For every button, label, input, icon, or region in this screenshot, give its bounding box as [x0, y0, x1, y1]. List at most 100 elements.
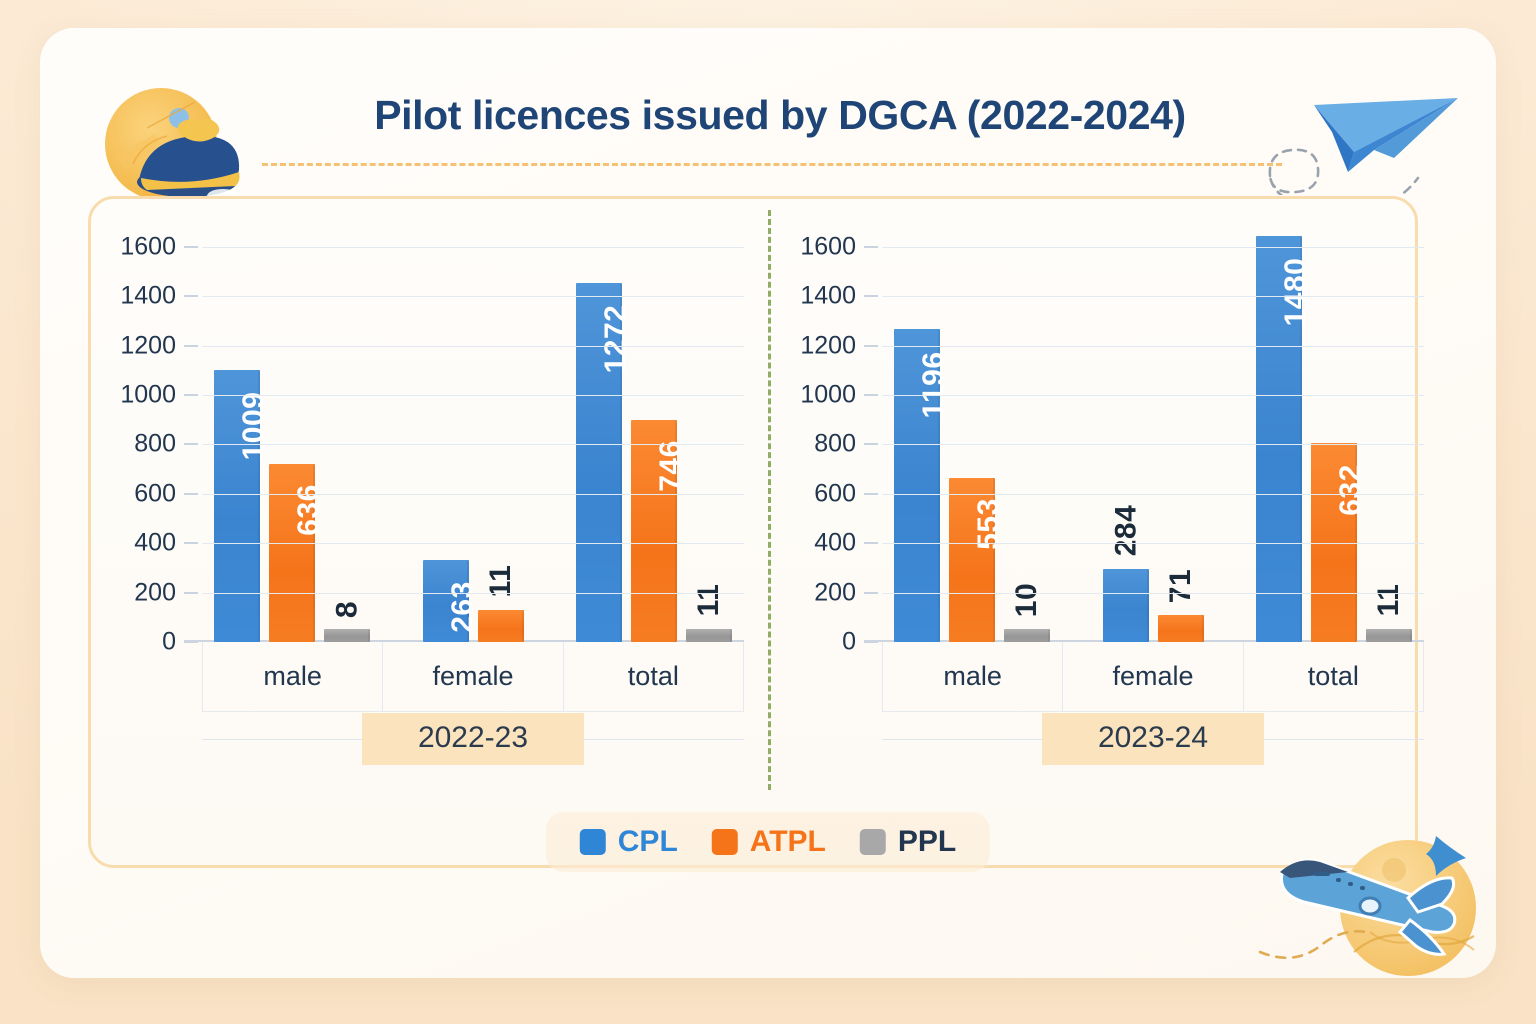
y-tick-label: 600 — [134, 479, 176, 508]
y-tick-label: 400 — [134, 528, 176, 557]
legend-item-ppl[interactable]: PPL — [859, 825, 956, 859]
square-swatch-icon — [711, 829, 738, 855]
y-tick-mark — [184, 393, 198, 396]
y-tick-label: 800 — [134, 429, 176, 458]
y-tick-mark — [184, 245, 198, 248]
period-label-row-left: 2022-23 — [202, 713, 744, 765]
y-tick-mark — [184, 542, 198, 545]
chart-panel-2023-24: 0 200 400 600 800 1000 1200 1400 1600 1196 553 10 2… — [790, 222, 1430, 782]
legend-item-cpl[interactable]: CPL — [579, 825, 678, 859]
gridline — [882, 394, 1424, 396]
category-label-male: male — [943, 661, 1002, 691]
bar-group-total: 1272 746 11 — [563, 222, 744, 642]
category-label-male: male — [263, 661, 322, 691]
bar-group-female: 263 11 — [383, 222, 564, 642]
bar-cpl-total[interactable]: 1480 — [1255, 235, 1312, 642]
bar-cpl-female[interactable]: 263 — [422, 560, 479, 642]
bar-group-female: 284 71 — [1063, 222, 1244, 642]
gridline — [882, 543, 1424, 545]
bar-ppl-male[interactable]: 8 — [324, 601, 371, 642]
y-tick-label: 1600 — [800, 232, 856, 261]
bar-cpl-female[interactable]: 284 — [1102, 504, 1149, 642]
gridline — [202, 394, 744, 396]
bar-atpl-male[interactable]: 636 — [269, 463, 325, 642]
y-tick-label: 200 — [134, 578, 176, 607]
bar-atpl-total[interactable]: 632 — [1310, 443, 1367, 642]
y-tick-label: 1200 — [800, 331, 856, 360]
y-tick-label: 0 — [162, 627, 176, 656]
bar-value-label: 1009 — [237, 391, 271, 461]
y-tick-mark — [864, 641, 878, 643]
legend-label: ATPL — [749, 825, 826, 858]
bar-value-label: 11 — [691, 583, 725, 617]
bar-group-total: 1480 632 11 — [1243, 222, 1424, 642]
airplane-icon — [1258, 812, 1498, 987]
bar-value-label: 632 — [1333, 463, 1367, 516]
bar-cpl-male[interactable]: 1009 — [214, 370, 270, 642]
y-tick-mark — [184, 641, 198, 643]
y-tick-mark — [864, 443, 878, 446]
gridline — [202, 296, 744, 298]
bar-atpl-female[interactable]: 11 — [477, 565, 524, 642]
bar-value-label: 1480 — [1278, 257, 1312, 326]
y-tick-mark — [184, 591, 198, 594]
plot-area-right: 0 200 400 600 800 1000 1200 1400 1600 1196 553 10 2… — [790, 222, 1430, 765]
category-label-female: female — [382, 642, 562, 711]
y-tick-label: 800 — [814, 429, 856, 458]
y-tick-label: 1000 — [120, 380, 176, 409]
bar-atpl-female[interactable]: 71 — [1157, 569, 1204, 642]
y-tick-label: 400 — [814, 528, 856, 557]
category-label-total: total — [562, 642, 743, 711]
y-tick-mark — [184, 492, 198, 495]
y-tick-mark — [864, 393, 878, 396]
bar-value-label: 636 — [292, 484, 326, 536]
y-tick-mark — [864, 542, 878, 545]
y-tick-mark — [864, 492, 878, 495]
legend-label: CPL — [617, 825, 678, 858]
plot-area-left: 0 200 400 600 800 1000 1200 1400 1600 1009 636 8 26… — [110, 222, 750, 765]
page-title: Pilot licences issued by DGCA (2022-2024… — [374, 92, 1186, 138]
category-label-total: total — [1242, 642, 1423, 711]
gridline — [882, 345, 1424, 347]
y-tick-label: 1200 — [120, 331, 176, 360]
y-tick-label: 1600 — [120, 232, 176, 261]
y-tick-mark — [864, 245, 878, 248]
period-pill: 2022-23 — [361, 713, 585, 765]
gridline — [202, 345, 744, 347]
bar-ppl-total[interactable]: 11 — [685, 584, 732, 642]
y-tick-mark — [184, 344, 198, 347]
y-tick-label: 1400 — [800, 281, 856, 310]
gridline — [882, 592, 1424, 594]
y-tick-label: 1400 — [120, 281, 176, 310]
category-band-left: male female total — [202, 642, 744, 712]
gridline — [202, 493, 744, 495]
bar-atpl-male[interactable]: 553 — [949, 477, 1005, 642]
gridline — [882, 444, 1424, 446]
bar-value-label: 11 — [1371, 583, 1405, 617]
bar-ppl-male[interactable]: 10 — [1004, 583, 1051, 642]
bar-value-label: 284 — [1109, 504, 1142, 556]
category-band-right: male female total — [882, 642, 1424, 712]
bar-group-male: 1009 636 8 — [202, 222, 383, 642]
period-label-row-right: 2023-24 — [882, 713, 1424, 765]
paper-plane-icon — [1262, 80, 1462, 213]
gridline — [882, 493, 1424, 495]
bar-value-label: 746 — [653, 440, 687, 492]
y-tick-mark — [864, 344, 878, 347]
bar-cpl-male[interactable]: 1196 — [894, 329, 950, 642]
y-tick-mark — [864, 591, 878, 594]
bar-atpl-total[interactable]: 746 — [630, 419, 687, 642]
bars-right: 1196 553 10 284 71 1480 632 11 — [864, 222, 1424, 642]
pilot-cap-icon — [95, 78, 243, 213]
bar-cpl-total[interactable]: 1272 — [575, 283, 632, 642]
bars-left: 1009 636 8 263 11 1272 746 11 — [184, 222, 744, 642]
y-tick-label: 600 — [814, 479, 856, 508]
bar-groups-right: 1196 553 10 284 71 1480 632 11 — [882, 222, 1424, 642]
bar-ppl-total[interactable]: 11 — [1365, 584, 1412, 642]
bar-value-label: 263 — [445, 581, 479, 633]
legend-item-atpl[interactable]: ATPL — [711, 825, 826, 859]
y-tick-label: 200 — [814, 578, 856, 607]
bar-value-label: 1196 — [917, 351, 951, 420]
gridline — [202, 592, 744, 594]
